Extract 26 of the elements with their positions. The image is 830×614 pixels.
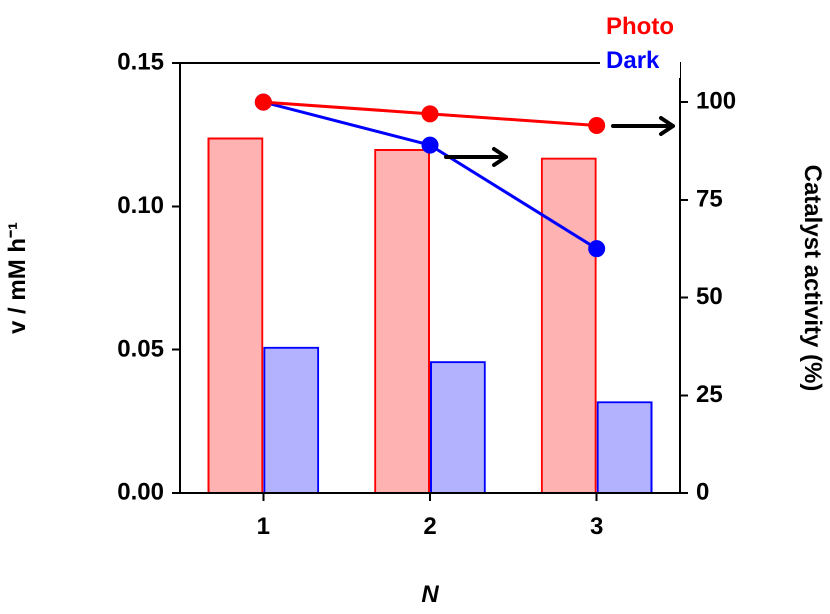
bar: [374, 149, 430, 492]
x-tick-label: 2: [423, 513, 437, 540]
y2-tick-label: 25: [696, 380, 723, 408]
point: [588, 240, 606, 258]
y2-axis-title: Catalyst activity (%): [798, 164, 826, 392]
text: Dark: [600, 44, 680, 78]
y-tick-label: 0.10: [117, 192, 164, 219]
point: [588, 117, 606, 134]
y2-tick-label: 50: [696, 283, 723, 310]
bar: [208, 138, 264, 492]
x-axis-title: N: [421, 581, 440, 608]
y-tick-label: 0.15: [117, 48, 164, 76]
y2-tick-label: 75: [696, 185, 723, 212]
bar: [430, 361, 486, 492]
bar: [596, 401, 652, 492]
point: [422, 136, 438, 154]
text: Photo: [600, 10, 680, 44]
y-tick-label: 0.00: [117, 478, 164, 506]
y2-tick-label: 100: [696, 88, 736, 115]
y-tick-label: 0.05: [117, 335, 164, 362]
x-tick-label: 1: [256, 513, 270, 540]
x-tick-label: 3: [590, 513, 604, 540]
y2-tick-label: 0: [696, 478, 710, 506]
y-axis-title: v / mM h⁻¹: [4, 222, 32, 334]
bar: [263, 346, 320, 492]
point: [422, 105, 438, 122]
